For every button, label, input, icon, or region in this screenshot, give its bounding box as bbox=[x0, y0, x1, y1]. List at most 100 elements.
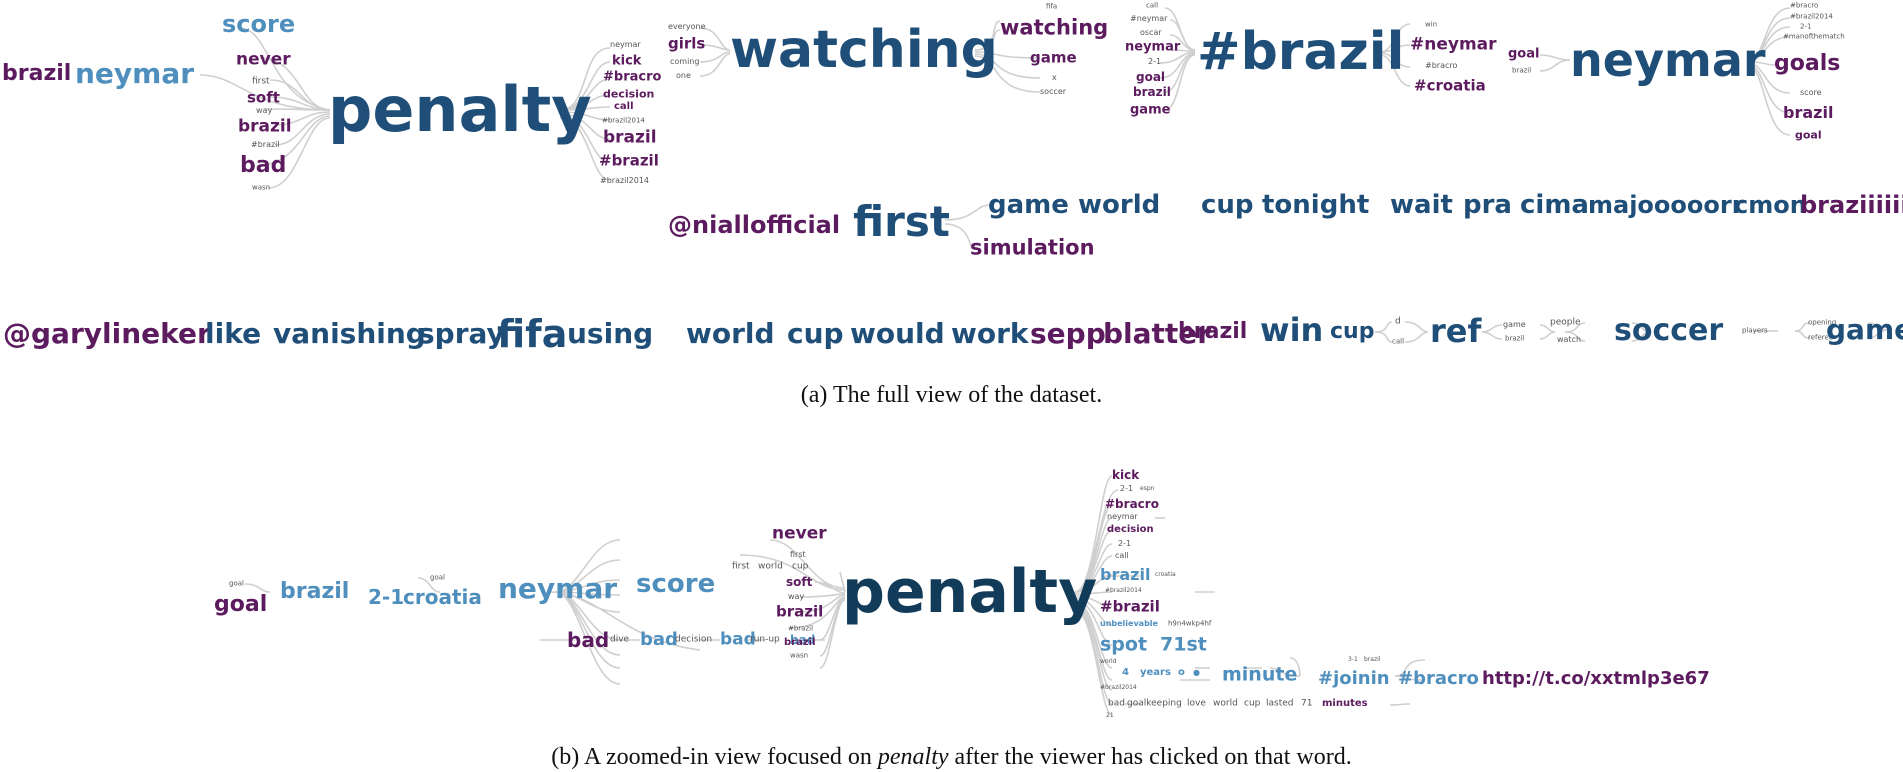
word-node[interactable]: score bbox=[222, 10, 296, 38]
word-node[interactable]: kick bbox=[1112, 468, 1140, 482]
word-node[interactable]: wait bbox=[1390, 190, 1453, 220]
word-node[interactable]: run-up bbox=[750, 634, 780, 645]
word-node[interactable]: way bbox=[256, 106, 273, 115]
word-node[interactable]: decision bbox=[603, 87, 655, 101]
word-node[interactable]: world bbox=[686, 317, 775, 350]
word-node[interactable]: #bracro bbox=[1425, 61, 1458, 70]
word-node[interactable]: brazil bbox=[1178, 319, 1248, 344]
word-node[interactable]: soccer bbox=[1040, 87, 1067, 96]
word-node[interactable]: #brazil bbox=[251, 140, 280, 149]
word-node[interactable]: never bbox=[772, 523, 827, 544]
word-node[interactable]: brazil bbox=[603, 127, 657, 148]
word-node[interactable]: blatter bbox=[1103, 317, 1212, 350]
word-node[interactable]: love bbox=[1187, 698, 1206, 709]
word-node[interactable]: h9n4wkp4hf bbox=[1168, 619, 1212, 628]
word-node[interactable]: bad bbox=[567, 628, 610, 652]
word-node[interactable]: ● bbox=[1193, 668, 1200, 677]
word-node[interactable]: world bbox=[758, 561, 783, 572]
word-node[interactable]: years bbox=[1140, 667, 1171, 678]
word-node[interactable]: #brazil bbox=[1100, 597, 1160, 616]
word-node[interactable]: goal bbox=[1136, 70, 1166, 84]
word-node[interactable]: vanishing bbox=[273, 317, 426, 350]
word-node[interactable]: first bbox=[252, 76, 270, 87]
word-node[interactable]: brazil bbox=[1512, 66, 1532, 75]
word-node[interactable]: unbelievable bbox=[1100, 619, 1158, 628]
word-node[interactable]: 21 bbox=[1106, 712, 1114, 719]
word-node[interactable]: dive bbox=[610, 634, 630, 645]
word-node[interactable]: #bracro bbox=[1398, 668, 1479, 689]
word-node[interactable]: decision bbox=[1107, 524, 1154, 535]
word-node[interactable]: #joinin bbox=[1318, 668, 1390, 689]
word-node[interactable]: oscar bbox=[1140, 28, 1162, 37]
word-node[interactable]: braziiiiiiiii bbox=[1800, 191, 1903, 219]
word-node[interactable]: soft bbox=[247, 88, 280, 107]
word-node[interactable]: brazil bbox=[280, 579, 350, 604]
word-node[interactable]: lasted bbox=[1266, 698, 1294, 709]
word-node[interactable]: win bbox=[1425, 20, 1438, 29]
word-node[interactable]: work bbox=[951, 317, 1029, 350]
word-node[interactable]: brazil bbox=[1505, 334, 1525, 343]
word-node[interactable]: 3-1 bbox=[1348, 656, 1358, 663]
word-node[interactable]: bad bbox=[1108, 698, 1125, 709]
word-node[interactable]: soccer bbox=[1614, 313, 1724, 348]
word-node[interactable]: spot bbox=[1100, 633, 1148, 656]
word-node[interactable]: neymar bbox=[75, 57, 195, 90]
word-node[interactable]: fifa bbox=[497, 312, 568, 356]
word-node[interactable]: cup bbox=[1201, 190, 1254, 220]
word-node[interactable]: game bbox=[1130, 102, 1171, 118]
word-node[interactable]: #brazil2014 bbox=[1100, 684, 1137, 691]
word-node[interactable]: goal bbox=[1795, 128, 1822, 142]
word-node[interactable]: call bbox=[614, 101, 634, 112]
word-node[interactable]: #brazil2014 bbox=[600, 176, 649, 185]
word-node[interactable]: 2-1 bbox=[1120, 484, 1134, 493]
word-node[interactable]: wasn bbox=[252, 183, 271, 192]
word-node[interactable]: brazil bbox=[784, 637, 816, 648]
word-node[interactable]: #neymar bbox=[1130, 14, 1168, 23]
link-url[interactable]: http://t.co/xxtmlp3e67 bbox=[1482, 668, 1710, 689]
word-node[interactable]: wasn bbox=[790, 651, 809, 660]
word-node[interactable]: brazil bbox=[776, 602, 824, 621]
word-node[interactable]: bad bbox=[790, 633, 816, 647]
word-node[interactable]: brazil bbox=[2, 61, 72, 86]
word-node[interactable]: win bbox=[1260, 311, 1324, 349]
word-node[interactable]: ref bbox=[1430, 312, 1482, 350]
word-node[interactable]: brazil bbox=[1100, 565, 1151, 584]
word-node[interactable]: one bbox=[676, 71, 691, 80]
word-node[interactable]: bad bbox=[640, 629, 678, 650]
word-node[interactable]: opening bbox=[1808, 318, 1837, 327]
word-node[interactable]: brazil bbox=[1364, 656, 1381, 663]
word-node[interactable]: croatia bbox=[403, 585, 482, 609]
word-node[interactable]: neymar bbox=[1107, 512, 1138, 521]
word-node[interactable]: way bbox=[788, 592, 805, 601]
word-node[interactable]: #brazil2014 bbox=[602, 116, 645, 125]
word-node[interactable]: goal bbox=[214, 592, 268, 617]
word-node[interactable]: score bbox=[636, 569, 716, 599]
word-node[interactable]: brazil bbox=[1133, 85, 1171, 99]
word-node[interactable]: brazil bbox=[238, 116, 292, 137]
word-node[interactable]: kick bbox=[612, 53, 642, 69]
word-node[interactable]: neymar bbox=[1125, 39, 1181, 55]
word-node[interactable]: first bbox=[790, 550, 806, 559]
word-node[interactable]: 71st bbox=[1160, 633, 1207, 656]
word-node[interactable]: never bbox=[236, 49, 291, 70]
word-node[interactable]: world bbox=[1213, 698, 1238, 709]
word-node[interactable]: #brazil bbox=[788, 624, 814, 633]
word-node[interactable]: cup bbox=[792, 561, 809, 572]
word-node[interactable]: d bbox=[1395, 316, 1401, 327]
word-node[interactable]: using bbox=[567, 317, 654, 350]
word-node[interactable]: #brazil bbox=[599, 151, 659, 170]
word-node[interactable]: o bbox=[1178, 667, 1185, 678]
word-node[interactable]: world bbox=[1078, 190, 1161, 220]
word-node[interactable]: like bbox=[205, 317, 262, 350]
word-node[interactable]: #bracro bbox=[1105, 497, 1159, 511]
word-node[interactable]: #croatia bbox=[1414, 76, 1486, 95]
word-node[interactable]: 4 bbox=[1122, 667, 1129, 678]
word-node[interactable]: goals bbox=[1774, 51, 1841, 76]
word-node[interactable]: referee bbox=[1808, 333, 1834, 342]
word-node[interactable]: fifa bbox=[1046, 2, 1058, 11]
word-node[interactable]: cup bbox=[787, 317, 844, 350]
word-node[interactable]: tonight bbox=[1262, 190, 1370, 220]
word-node[interactable]: spray bbox=[418, 317, 505, 350]
word-node[interactable]: sepp bbox=[1030, 317, 1106, 350]
word-node[interactable]: neymar bbox=[498, 572, 618, 605]
